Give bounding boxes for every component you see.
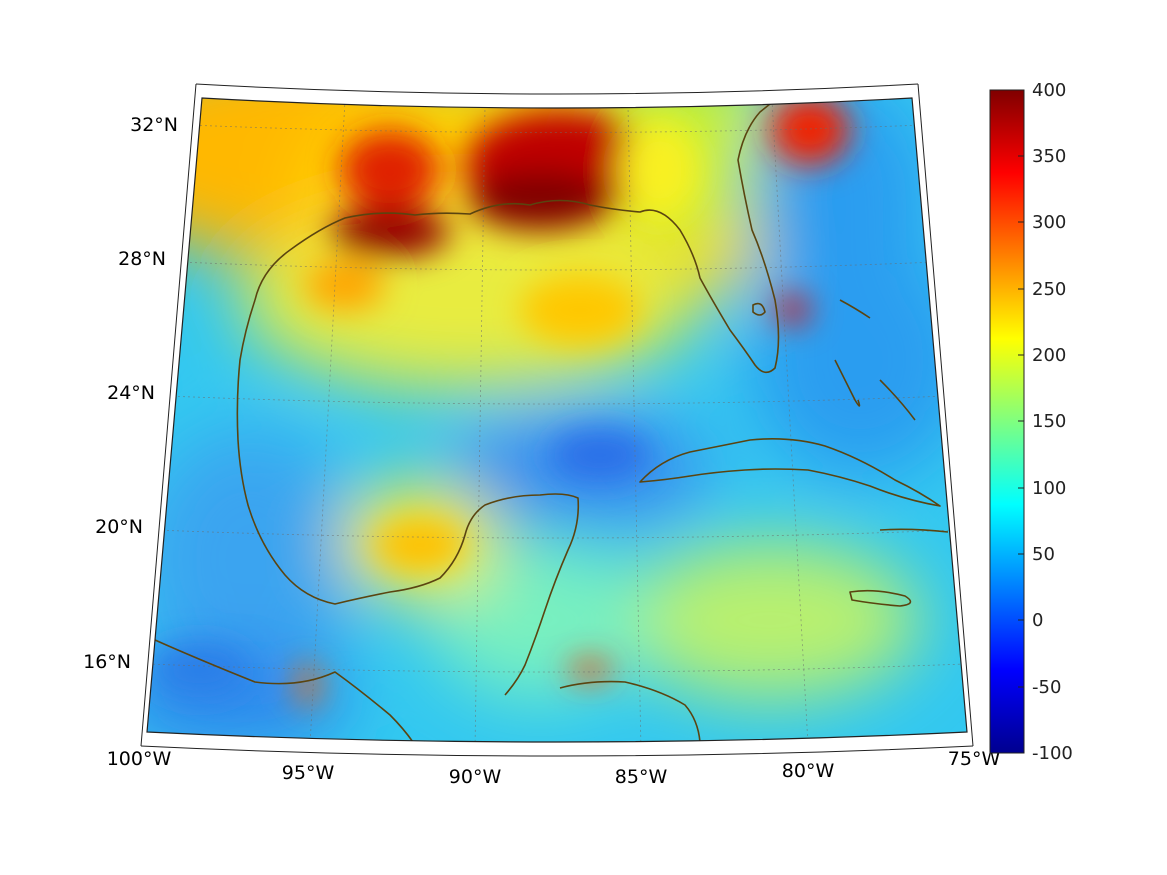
latitude-labels: 32°N 28°N 24°N 20°N 16°N: [83, 114, 178, 673]
lon-label-85: 85°W: [615, 766, 668, 788]
lon-label-95: 95°W: [282, 762, 335, 784]
colorbar-label-250: 250: [1032, 279, 1066, 300]
colorbar-label-neg50: -50: [1032, 677, 1061, 698]
lat-label-20: 20°N: [95, 516, 143, 538]
longitude-labels: 100°W 95°W 90°W 85°W 80°W 75°W: [107, 748, 1001, 788]
colorbar-label-350: 350: [1032, 146, 1066, 167]
lon-label-75: 75°W: [948, 748, 1001, 770]
colorbar-label-400: 400: [1032, 80, 1066, 101]
graticule: [147, 99, 965, 742]
lat-label-32: 32°N: [130, 114, 178, 136]
colorbar-label-200: 200: [1032, 345, 1066, 366]
lon-label-80: 80°W: [782, 760, 835, 782]
heat-field: [147, 98, 967, 742]
colorbar-ticks: [1018, 155, 1024, 688]
lat-label-28: 28°N: [118, 248, 166, 270]
colorbar-label-50: 50: [1032, 544, 1055, 565]
us-gulf-coast: [254, 99, 780, 374]
lon-label-100: 100°W: [107, 748, 172, 770]
lon-label-90: 90°W: [449, 766, 502, 788]
lake-okeechobee: [752, 302, 766, 316]
colorbar-label-neg100: -100: [1032, 743, 1073, 764]
colorbar-label-100: 100: [1032, 478, 1066, 499]
mexico-coast: [236, 299, 580, 696]
hispaniola-coast: [879, 528, 949, 533]
honduras-coast: [559, 680, 701, 742]
bahamas-coast: [834, 299, 916, 421]
lat-label-16: 16°N: [83, 651, 131, 673]
colorbar: 400 350 300 250 200 150 100 50 0 -50 -10…: [989, 80, 1073, 764]
jamaica-coast: [849, 589, 912, 607]
lat-label-24: 24°N: [107, 382, 155, 404]
central-america-coast: [154, 639, 416, 742]
colorbar-label-300: 300: [1032, 212, 1066, 233]
cuba-coast: [639, 438, 941, 507]
colorbar-label-0: 0: [1032, 610, 1043, 631]
colorbar-label-150: 150: [1032, 411, 1066, 432]
coastlines: [154, 99, 949, 742]
map-frame: [140, 83, 974, 757]
